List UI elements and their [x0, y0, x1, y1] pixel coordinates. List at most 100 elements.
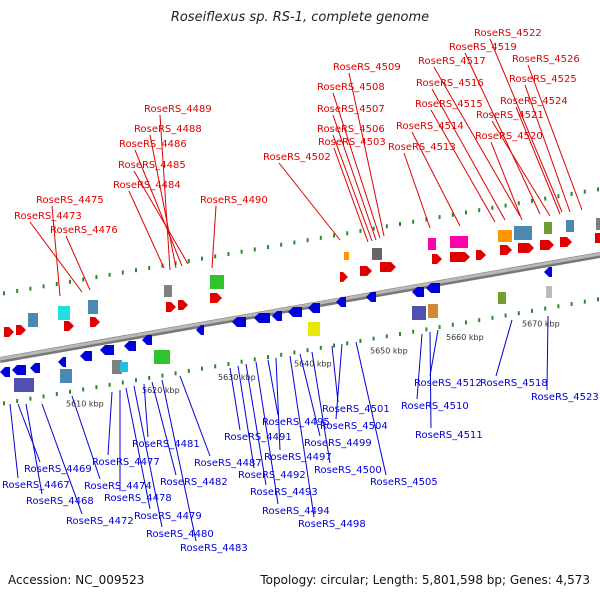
reverse-gene-label[interactable]: RoseRS_4512 [414, 378, 482, 389]
forward-gene-label[interactable]: RoseRS_4522 [474, 28, 542, 39]
reverse-gene-label[interactable]: RoseRS_4472 [66, 516, 134, 527]
forward-gene-arrow[interactable] [166, 302, 176, 312]
reverse-gene-label[interactable]: RoseRS_4468 [26, 496, 94, 507]
forward-gene-arrow[interactable] [64, 321, 74, 331]
forward-gene-arrow[interactable] [560, 237, 572, 247]
forward-gene-arrow[interactable] [90, 317, 100, 327]
feature-box[interactable] [308, 322, 320, 336]
feature-box[interactable] [120, 362, 128, 372]
feature-box[interactable] [566, 220, 574, 232]
feature-box[interactable] [88, 300, 98, 314]
reverse-gene-label[interactable]: RoseRS_4491 [224, 432, 292, 443]
feature-box[interactable] [164, 285, 172, 297]
reverse-gene-label[interactable]: RoseRS_4467 [2, 480, 70, 491]
forward-gene-label[interactable]: RoseRS_4516 [416, 78, 484, 89]
reverse-gene-arrow[interactable] [308, 303, 320, 313]
reverse-gene-label[interactable]: RoseRS_4492 [238, 470, 306, 481]
feature-box[interactable] [450, 236, 468, 248]
forward-gene-label[interactable]: RoseRS_4506 [317, 124, 385, 135]
forward-gene-label[interactable]: RoseRS_4509 [333, 62, 401, 73]
forward-gene-label[interactable]: RoseRS_4475 [36, 195, 104, 206]
reverse-gene-arrow[interactable] [12, 365, 26, 375]
forward-gene-label[interactable]: RoseRS_4513 [388, 142, 456, 153]
reverse-gene-arrow[interactable] [272, 311, 282, 321]
reverse-gene-label[interactable]: RoseRS_4481 [132, 439, 200, 450]
reverse-gene-label[interactable]: RoseRS_4511 [415, 430, 483, 441]
forward-gene-label[interactable]: RoseRS_4488 [134, 124, 202, 135]
reverse-gene-label[interactable]: RoseRS_4504 [320, 421, 388, 432]
forward-gene-label[interactable]: RoseRS_4473 [14, 211, 82, 222]
forward-gene-label[interactable]: RoseRS_4476 [50, 225, 118, 236]
reverse-gene-label[interactable]: RoseRS_4479 [134, 511, 202, 522]
reverse-gene-arrow[interactable] [232, 317, 246, 327]
reverse-gene-label[interactable]: RoseRS_4510 [401, 401, 469, 412]
reverse-gene-label[interactable]: RoseRS_4494 [262, 506, 330, 517]
forward-gene-label[interactable]: RoseRS_4484 [113, 180, 181, 191]
reverse-gene-label[interactable]: RoseRS_4499 [304, 438, 372, 449]
reverse-gene-arrow[interactable] [142, 335, 152, 345]
reverse-gene-arrow[interactable] [254, 313, 270, 323]
forward-gene-arrow[interactable] [518, 243, 534, 253]
feature-box[interactable] [372, 248, 382, 260]
reverse-gene-label[interactable]: RoseRS_4505 [370, 477, 438, 488]
reverse-gene-label[interactable]: RoseRS_4500 [314, 465, 382, 476]
forward-gene-label[interactable]: RoseRS_4520 [475, 131, 543, 142]
reverse-gene-label[interactable]: RoseRS_4469 [24, 464, 92, 475]
reverse-gene-label[interactable]: RoseRS_4487 [194, 458, 262, 469]
reverse-gene-arrow[interactable] [366, 292, 376, 302]
forward-gene-label[interactable]: RoseRS_4486 [119, 139, 187, 150]
forward-gene-label[interactable]: RoseRS_4526 [512, 54, 580, 65]
forward-gene-label[interactable]: RoseRS_4514 [396, 121, 464, 132]
forward-gene-arrow[interactable] [340, 272, 348, 282]
forward-gene-label[interactable]: RoseRS_4489 [144, 104, 212, 115]
reverse-gene-label[interactable]: RoseRS_4501 [322, 404, 390, 415]
forward-gene-arrow[interactable] [178, 300, 188, 310]
reverse-gene-arrow[interactable] [544, 267, 552, 277]
reverse-gene-label[interactable]: RoseRS_4482 [160, 477, 228, 488]
reverse-gene-label[interactable]: RoseRS_4498 [298, 519, 366, 530]
reverse-gene-arrow[interactable] [58, 357, 66, 367]
reverse-gene-label[interactable]: RoseRS_4480 [146, 529, 214, 540]
forward-gene-arrow[interactable] [380, 262, 396, 272]
feature-box[interactable] [412, 306, 426, 320]
reverse-gene-arrow[interactable] [196, 325, 204, 335]
reverse-gene-arrow[interactable] [124, 341, 136, 351]
feature-box[interactable] [58, 306, 70, 320]
reverse-gene-arrow[interactable] [412, 287, 424, 297]
reverse-gene-label[interactable]: RoseRS_4518 [480, 378, 548, 389]
reverse-gene-label[interactable]: RoseRS_4477 [92, 457, 160, 468]
reverse-gene-arrow[interactable] [100, 345, 114, 355]
feature-box[interactable] [546, 286, 552, 298]
forward-gene-arrow[interactable] [476, 250, 486, 260]
feature-box[interactable] [210, 275, 224, 289]
feature-box[interactable] [154, 350, 170, 364]
forward-gene-label[interactable]: RoseRS_4519 [449, 42, 517, 53]
reverse-gene-label[interactable]: RoseRS_4478 [104, 493, 172, 504]
forward-gene-arrow[interactable] [450, 252, 470, 262]
forward-gene-label[interactable]: RoseRS_4524 [500, 96, 568, 107]
forward-gene-label[interactable]: RoseRS_4517 [418, 56, 486, 67]
feature-box[interactable] [514, 226, 532, 240]
reverse-gene-label[interactable]: RoseRS_4495 [262, 417, 330, 428]
feature-box[interactable] [28, 313, 38, 327]
forward-gene-arrow[interactable] [16, 325, 26, 335]
feature-box[interactable] [498, 292, 506, 304]
forward-gene-label[interactable]: RoseRS_4521 [476, 110, 544, 121]
feature-box[interactable] [60, 369, 72, 383]
feature-box[interactable] [428, 304, 438, 318]
forward-gene-arrow[interactable] [595, 233, 600, 243]
reverse-gene-arrow[interactable] [288, 307, 302, 317]
reverse-gene-arrow[interactable] [0, 367, 10, 377]
reverse-gene-arrow[interactable] [80, 351, 92, 361]
feature-box[interactable] [498, 230, 512, 242]
reverse-gene-label[interactable]: RoseRS_4523 [531, 392, 599, 403]
forward-gene-label[interactable]: RoseRS_4525 [509, 74, 577, 85]
forward-gene-label[interactable]: RoseRS_4508 [317, 82, 385, 93]
forward-gene-arrow[interactable] [210, 293, 222, 303]
forward-gene-label[interactable]: RoseRS_4485 [118, 160, 186, 171]
feature-box[interactable] [596, 218, 600, 230]
forward-gene-label[interactable]: RoseRS_4490 [200, 195, 268, 206]
feature-box[interactable] [112, 360, 122, 374]
reverse-gene-label[interactable]: RoseRS_4493 [250, 487, 318, 498]
